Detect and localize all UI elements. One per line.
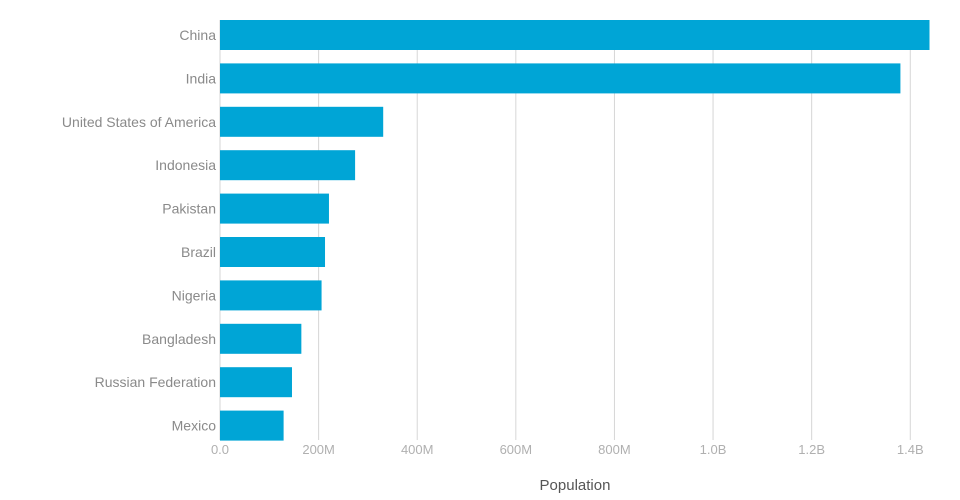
- bar: [220, 410, 284, 441]
- category-label: Nigeria: [172, 287, 217, 303]
- bar: [220, 106, 384, 137]
- bar: [220, 323, 302, 354]
- category-label: Brazil: [181, 244, 216, 260]
- category-labels: China India United States of America Indone…: [62, 27, 216, 434]
- bar: [220, 20, 930, 50]
- x-tick-label: 0.0: [211, 442, 229, 457]
- category-label: Mexico: [172, 418, 217, 434]
- bar: [220, 150, 356, 181]
- bars-layer: [220, 20, 930, 441]
- category-label: Bangladesh: [142, 331, 216, 347]
- x-axis-title: Population: [540, 477, 611, 494]
- category-label: Russian Federation: [95, 374, 216, 390]
- x-tick-label: 800M: [598, 442, 631, 457]
- category-label: China: [179, 27, 216, 43]
- x-tick-label: 400M: [401, 442, 434, 457]
- x-tick-label: 1.0B: [700, 442, 727, 457]
- bar: [220, 63, 901, 94]
- x-tick-label: 1.4B: [897, 442, 924, 457]
- x-tick-label: 600M: [500, 442, 533, 457]
- category-label: United States of America: [62, 114, 216, 130]
- bar: [220, 237, 326, 267]
- x-tick-label: 200M: [302, 442, 335, 457]
- x-tick-label: 1.2B: [798, 442, 825, 457]
- bar: [220, 193, 329, 224]
- category-label: Pakistan: [162, 201, 216, 217]
- category-label: Indonesia: [155, 157, 216, 173]
- x-tick-labels: 0.0 200M 400M 600M 800M 1.0B 1.2B 1.4B: [211, 442, 924, 457]
- bar: [220, 367, 292, 398]
- category-label: India: [186, 70, 217, 86]
- bar: [220, 280, 322, 311]
